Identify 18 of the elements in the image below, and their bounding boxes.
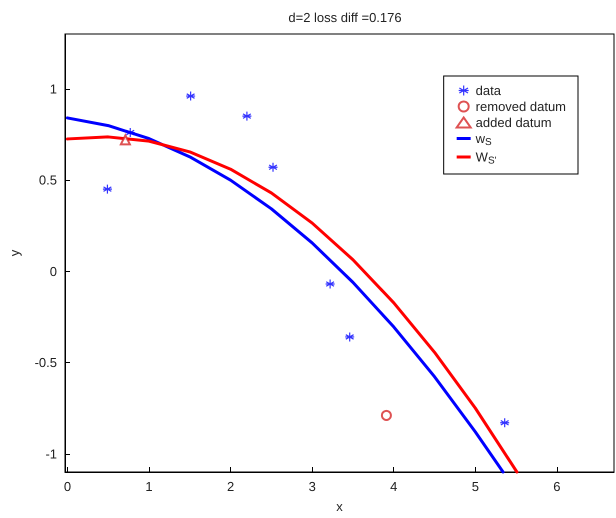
y-tick-label: 0.5	[38, 172, 57, 188]
y-tick-label: -1	[45, 446, 57, 462]
y-tick-label: 0	[50, 264, 57, 279]
legend-label: removed datum	[476, 99, 566, 114]
y-tick-label: -0.5	[34, 355, 57, 370]
x-axis-title: x	[336, 499, 344, 514]
x-tick-label: 1	[145, 479, 153, 494]
y-axis-title: y	[7, 249, 22, 256]
x-tick-label: 6	[553, 479, 561, 494]
x-tick-label: 0	[64, 479, 72, 494]
y-tick-label: 1	[50, 81, 57, 96]
x-tick-label: 4	[390, 479, 398, 494]
legend-label: added datum	[476, 115, 552, 130]
chart-title: d=2 loss diff =0.176	[288, 10, 402, 25]
x-tick-label: 3	[308, 479, 316, 494]
x-tick-label: 5	[472, 479, 479, 494]
legend-label: data	[476, 83, 502, 98]
x-tick-label: 2	[226, 479, 234, 494]
